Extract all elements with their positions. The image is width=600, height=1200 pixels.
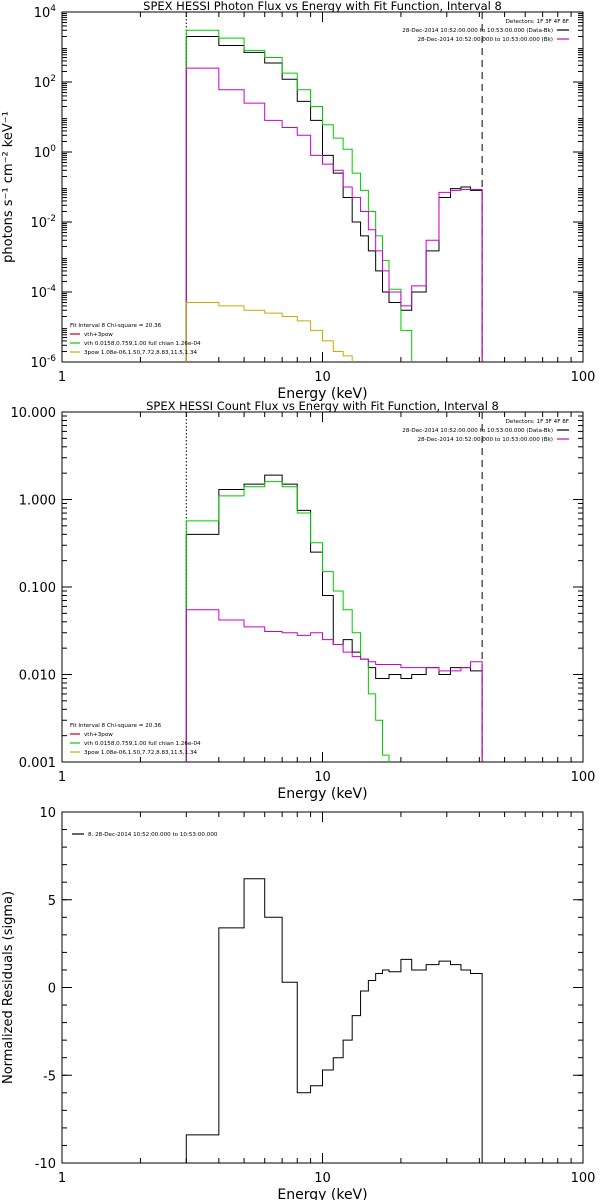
- legend-top-entry: 8. 28-Dec-2014 10:52:00.000 to 10:53:00.…: [88, 832, 218, 838]
- x-tick-label: 100: [571, 770, 596, 785]
- legend-bottom-entry: vth 0.0158,0.759,1.00 full chian 1.26e-0…: [84, 741, 201, 747]
- y-tick-label: 0.001: [19, 756, 56, 771]
- series-3-line: [185, 609, 483, 762]
- plot-area: [185, 878, 483, 1163]
- y-tick-label: 10-4: [30, 284, 56, 301]
- series-1-line: [185, 35, 483, 362]
- series-2-line: [185, 481, 390, 762]
- x-tick-label: 100: [571, 1171, 596, 1186]
- legend-bottom-entry: Fit Interval 8 Chi-square = 20.36: [70, 323, 162, 329]
- legend-top-entry: 28-Dec-2014 10:52:00.000 to 10:53:00.000…: [402, 28, 553, 34]
- y-tick-label: 10.000: [11, 406, 57, 421]
- legend-top-entry: Detectors: 1F 3F 4F 8F: [506, 19, 569, 25]
- y-tick-label: 10-6: [30, 354, 56, 371]
- panel-2: 1 10 100 0.001 0.010 0.100 1.000 10.000 SPEX HES…: [11, 399, 596, 802]
- x-tick-label: 1: [58, 370, 66, 385]
- legend-bottom-entry: vth+3pow: [84, 732, 113, 738]
- plot-area: [185, 12, 483, 362]
- legend-bottom-entry: 3pow 1.08e-06,1.50,7.72,8.83,11.5,1.34: [84, 750, 198, 756]
- chart-title: SPEX HESSI Count Flux vs Energy with Fit…: [146, 399, 499, 413]
- series-1-line: [185, 878, 483, 1163]
- y-axis-label: photons s⁻¹ cm⁻² keV⁻¹: [1, 111, 16, 263]
- legend-top-entry: 28-Dec-2014 10:52:00.000 to 10:53:00.000…: [417, 37, 553, 43]
- x-axis-label: Energy (keV): [277, 386, 367, 402]
- y-tick-label: 1.000: [19, 494, 56, 509]
- legend-top-entry: Detectors: 1F 3F 4F 8F: [506, 419, 569, 425]
- x-tick-label: 1: [58, 1171, 66, 1186]
- y-tick-label: 100: [34, 144, 57, 161]
- chart-title: SPEX HESSI Photon Flux vs Energy with Fi…: [143, 0, 502, 13]
- y-tick-label: 5: [48, 894, 56, 909]
- x-tick-label: 100: [571, 370, 596, 385]
- series-4-line: [185, 302, 353, 362]
- plot-frame: [61, 811, 584, 1164]
- x-tick-label: 1: [58, 770, 66, 785]
- x-tick-label: 10: [314, 770, 331, 785]
- y-tick-label: 10: [39, 806, 56, 821]
- panel-1: 1 10 100 10-6 10-4 10-2 100 102 104 SPEX HESSI Ph…: [1, 0, 595, 402]
- y-tick-label: 0: [48, 982, 56, 997]
- plot-area: [185, 412, 483, 762]
- y-tick-label: 104: [34, 4, 57, 21]
- x-tick-label: 10: [314, 1171, 331, 1186]
- y-axis-label: Normalized Residuals (sigma): [1, 891, 16, 1084]
- y-tick-label: 0.010: [19, 669, 56, 684]
- legend-top-entry: 28-Dec-2014 10:52:00.000 to 10:53:00.000…: [417, 437, 553, 443]
- x-tick-label: 10: [314, 370, 331, 385]
- y-tick-label: 10-2: [30, 214, 56, 231]
- legend-top-entry: 28-Dec-2014 10:52:00.000 to 10:53:00.000…: [402, 428, 553, 434]
- x-axis-label: Energy (keV): [277, 786, 367, 802]
- legend-bottom-entry: vth+3pow: [84, 332, 113, 338]
- series-1-line: [185, 474, 483, 762]
- y-tick-label: -10: [35, 1157, 56, 1172]
- y-tick-label: -5: [43, 1069, 56, 1084]
- series-3-line: [185, 67, 483, 362]
- series-2-line: [185, 29, 413, 362]
- legend-bottom-entry: Fit Interval 8 Chi-square = 20.36: [70, 723, 162, 729]
- x-axis-label: Energy (keV): [277, 1187, 367, 1200]
- y-tick-label: 0.100: [19, 581, 56, 596]
- plot-frame: [61, 11, 584, 363]
- y-tick-label: 102: [34, 74, 56, 91]
- legend-bottom-entry: vth 0.0158,0.759,1.00 full chian 1.26e-0…: [84, 341, 201, 347]
- legend-bottom-entry: 3pow 1.08e-06,1.50,7.72,8.83,11.5,1.34: [84, 350, 198, 356]
